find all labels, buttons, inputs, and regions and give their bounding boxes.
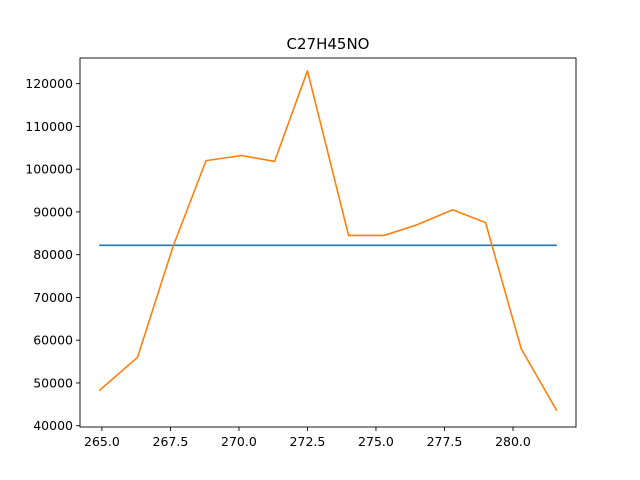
chart-title: C27H45NO — [287, 35, 370, 53]
y-tick-label: 120000 — [25, 76, 73, 91]
x-tick-label: 270.0 — [221, 434, 257, 449]
y-tick-label: 110000 — [25, 119, 73, 134]
axes-layer: 265.0 267.5 270.0 272.5 275.0 277.5 280.0 40000… — [25, 57, 577, 449]
y-tick-label: 40000 — [33, 418, 73, 433]
y-tick-label: 100000 — [25, 162, 73, 177]
y-tick-label: 50000 — [33, 375, 73, 390]
x-tick-label: 280.0 — [495, 434, 531, 449]
y-tick-label: 90000 — [33, 204, 73, 219]
x-tick-label: 267.5 — [153, 434, 189, 449]
x-tick-label: 272.5 — [290, 434, 326, 449]
series-layer — [98, 70, 558, 412]
y-tick-label: 60000 — [33, 333, 73, 348]
x-tick-label: 277.5 — [427, 434, 463, 449]
plot-frame — [79, 57, 577, 428]
series-line-2 — [98, 70, 558, 412]
x-tick-label: 275.0 — [358, 434, 394, 449]
y-tick-label: 80000 — [33, 247, 73, 262]
y-tick-label: 70000 — [33, 290, 73, 305]
x-tick-label: 265.0 — [84, 434, 120, 449]
